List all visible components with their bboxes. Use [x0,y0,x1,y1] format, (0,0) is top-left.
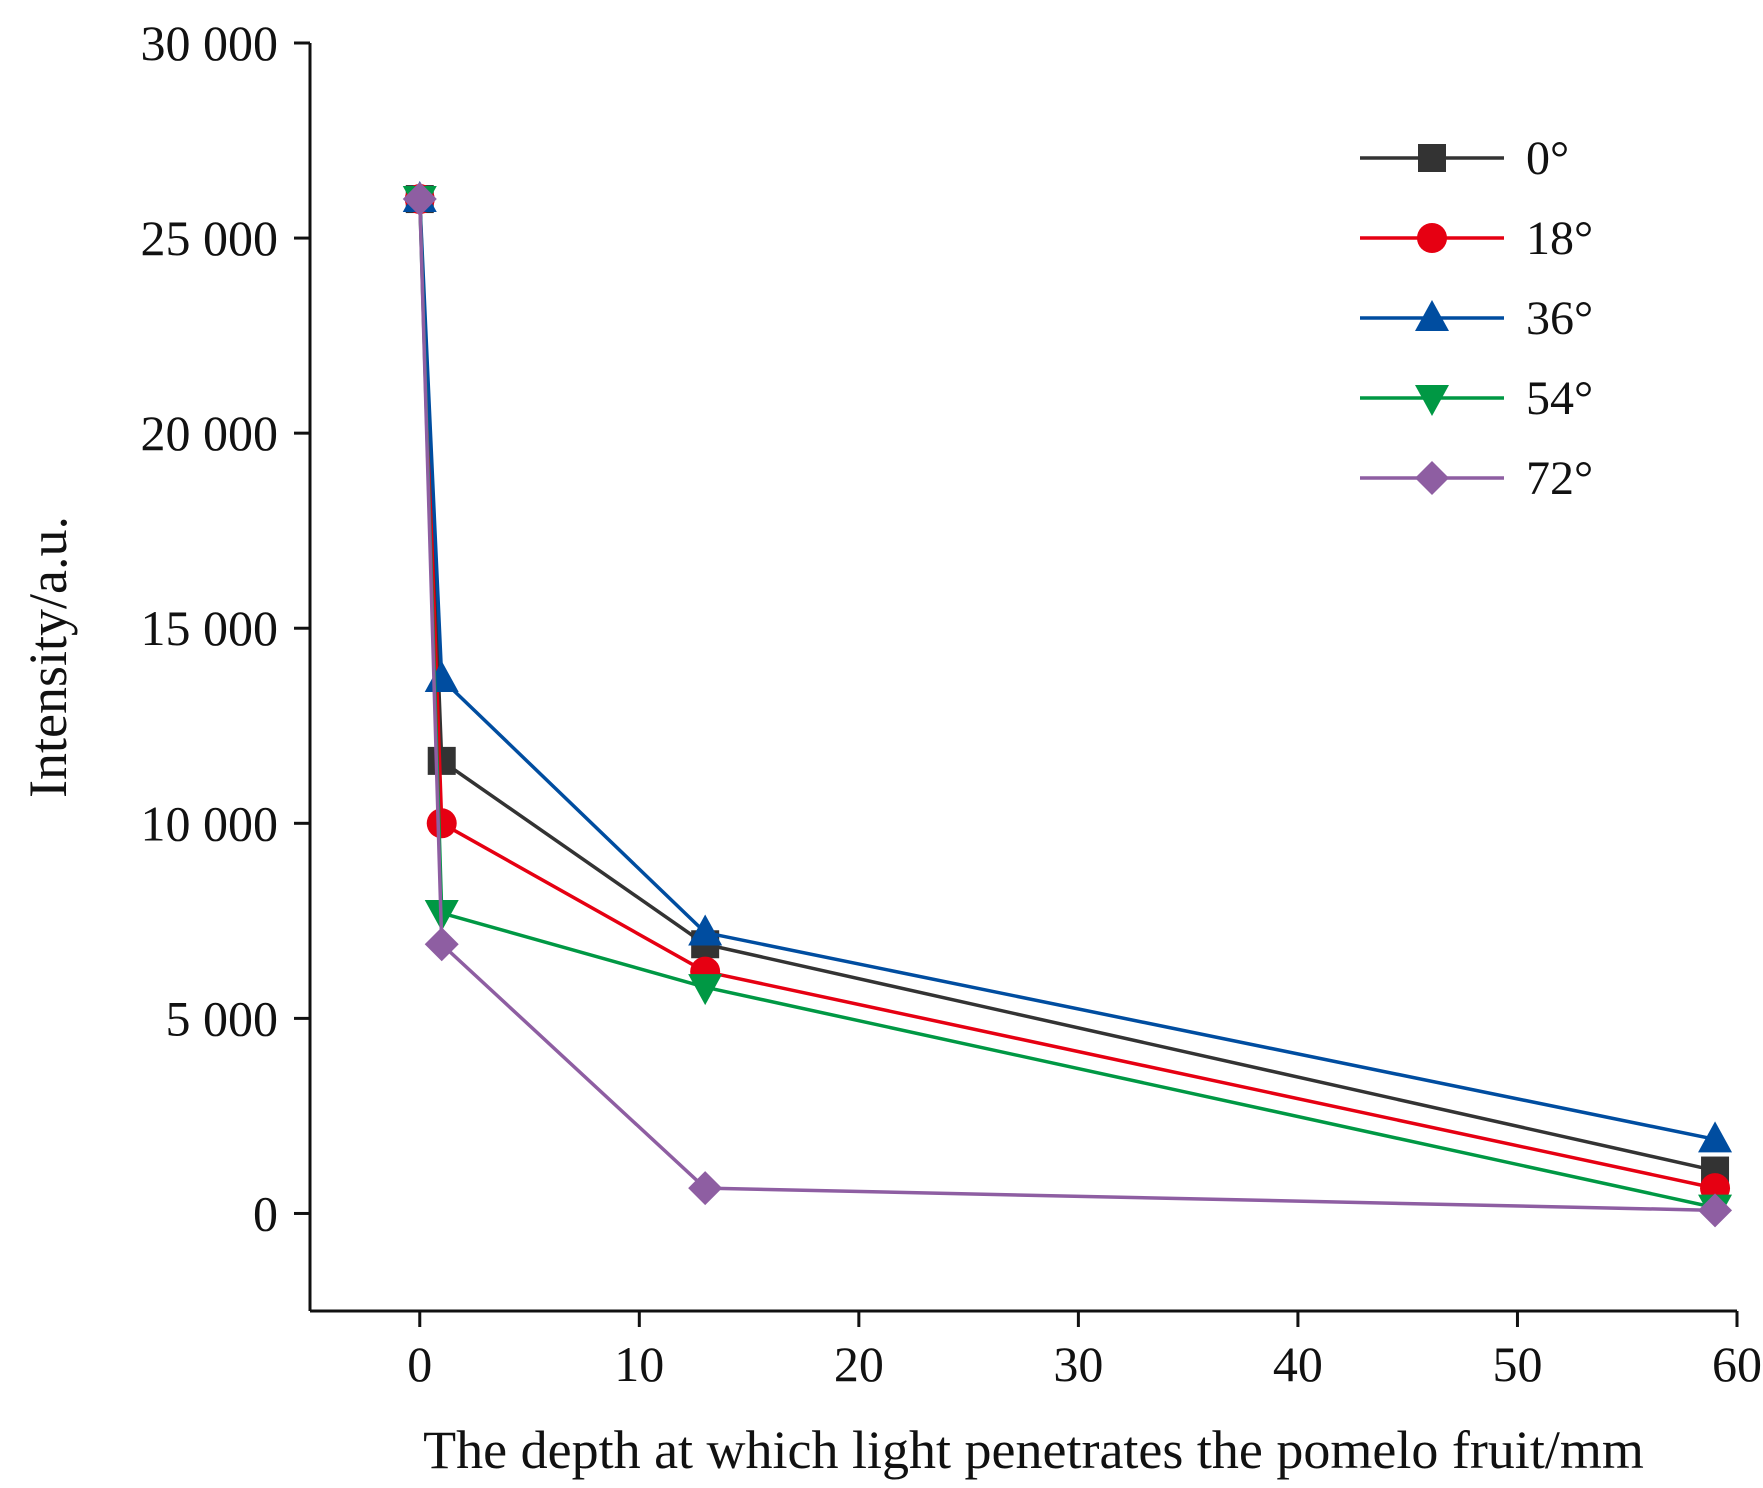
legend-item: 54° [1360,372,1593,425]
series-line [418,199,1716,1190]
legend: 0° 18° 36° 54° 72° [1360,132,1593,505]
legend-label: 0° [1526,132,1569,185]
y-tick-label: 15 000 [141,600,279,656]
data-point-marker [688,1171,723,1206]
data-point-marker [1698,1193,1733,1228]
series-line [418,199,1716,1210]
y-tick-label: 10 000 [141,795,279,851]
legend-label: 18° [1526,212,1593,265]
x-tick-label: 10 [614,1336,664,1392]
x-axis-title: The depth at which light penetrates the … [423,1420,1644,1480]
x-tick-label: 0 [407,1336,432,1392]
y-axis-title: Intensity/a.u. [18,516,78,798]
x-tick-label: 30 [1053,1336,1103,1392]
legend-marker [1417,223,1447,253]
legend-item: 0° [1360,132,1569,185]
legend-label: 54° [1526,372,1593,425]
legend-label: 72° [1526,452,1593,505]
axes [308,43,1737,1313]
data-point-marker [1698,1121,1733,1153]
y-tick-label: 5 000 [166,990,279,1046]
legend-marker [1415,385,1449,416]
series-line [418,198,1716,1142]
legend-item: 36° [1360,292,1593,345]
legend-item: 72° [1360,452,1593,505]
legend-label: 36° [1526,292,1593,345]
legend-marker [1415,461,1449,495]
axis-ticks: 0 5 000 10 000 15 000 20 000 25 000 30 000 0 10 2… [141,15,1763,1392]
data-point-marker [426,808,457,839]
legend-marker [1418,144,1446,172]
data-point-marker [424,660,459,692]
y-tick-label: 0 [253,1185,278,1241]
x-tick-label: 50 [1492,1336,1542,1392]
series-line [418,199,1716,1213]
legend-marker [1415,300,1449,331]
series-4 [402,182,1733,1228]
data-point-marker [688,974,723,1006]
y-tick-label: 20 000 [141,405,279,461]
data-point-marker [427,746,456,775]
series-line [418,198,1716,1173]
x-tick-label: 40 [1273,1336,1323,1392]
series-group [402,181,1733,1228]
legend-item: 18° [1360,212,1593,265]
y-tick-label: 30 000 [141,15,279,71]
data-point-marker [688,914,723,946]
x-tick-label: 60 [1712,1336,1762,1392]
data-point-marker [402,182,437,217]
y-tick-label: 25 000 [141,210,279,266]
x-tick-label: 20 [834,1336,884,1392]
data-point-marker [424,927,459,962]
